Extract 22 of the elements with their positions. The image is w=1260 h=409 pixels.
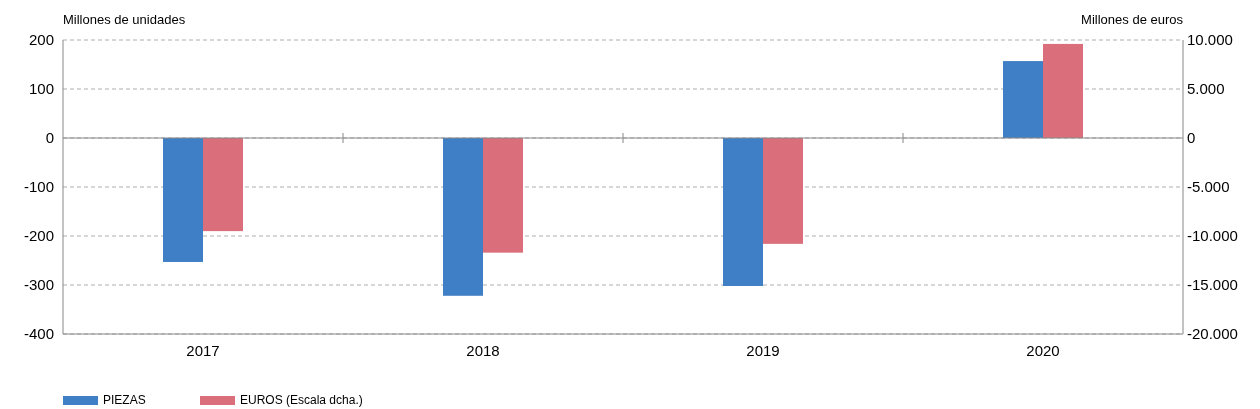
y-tick-label: -200 [23, 227, 54, 245]
legend-label: PIEZAS [103, 393, 146, 407]
y-tick-label: -300 [23, 276, 54, 294]
x-tick-label: 2017 [186, 342, 220, 359]
y-tick-label: -100 [23, 178, 54, 196]
y2-tick-label: -20.000 [1187, 325, 1238, 343]
y-axis-title: Millones de unidades [63, 12, 186, 27]
y-tick-label: 200 [28, 31, 54, 49]
y-tick-label: 0 [45, 129, 54, 147]
x-tick-label: 2018 [466, 342, 500, 359]
y2-tick-label: -15.000 [1187, 276, 1238, 294]
y-tick-label: -400 [23, 325, 54, 343]
y2-tick-label: 5.000 [1187, 80, 1225, 98]
y2-axis-title: Millones de euros [1081, 12, 1184, 27]
y2-tick-label: -10.000 [1187, 227, 1238, 245]
x-tick-label: 2019 [746, 342, 780, 359]
legend-label: EUROS (Escala dcha.) [240, 393, 363, 407]
y2-tick-label: 10.000 [1187, 31, 1233, 49]
y2-tick-label: 0 [1187, 129, 1196, 147]
y2-tick-label: -5.000 [1187, 178, 1230, 196]
x-tick-label: 2020 [1026, 342, 1060, 359]
y-tick-label: 100 [28, 80, 54, 98]
